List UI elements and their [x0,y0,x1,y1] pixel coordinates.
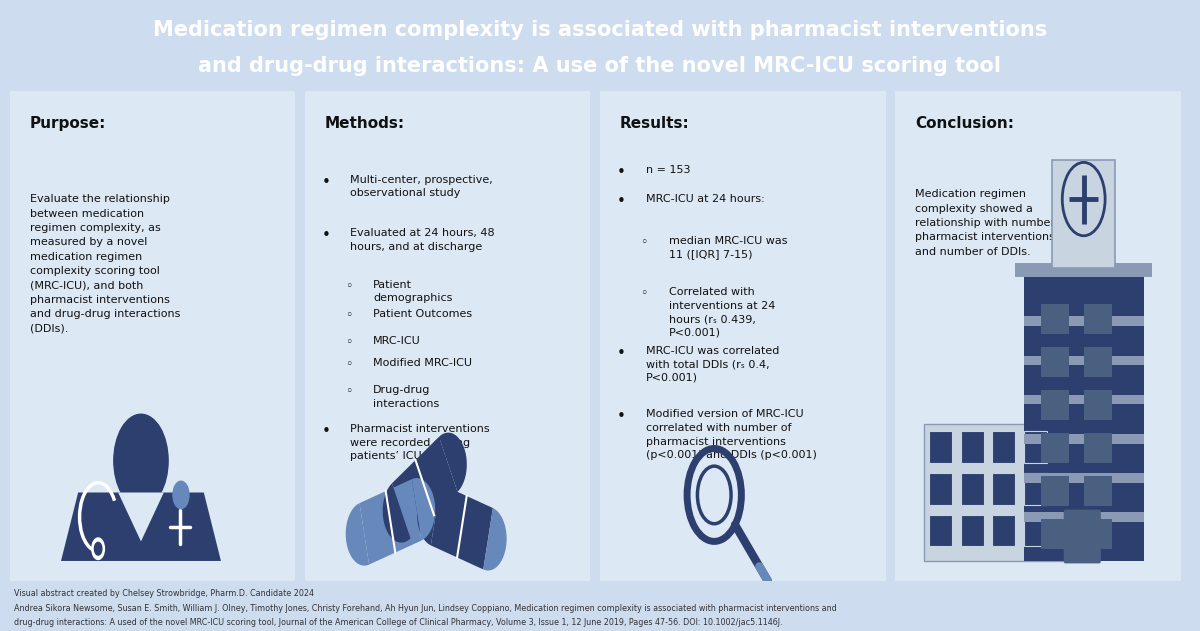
Polygon shape [383,483,410,543]
FancyBboxPatch shape [1084,391,1112,420]
FancyBboxPatch shape [930,473,953,505]
Circle shape [95,543,102,555]
Text: Pharmacist interventions
were recorded during
patients’ ICU stay: Pharmacist interventions were recorded d… [350,424,490,461]
FancyBboxPatch shape [1024,512,1144,522]
Text: Andrea Sikora Newsome, Susan E. Smith, William J. Olney, Timothy Jones, Christy : Andrea Sikora Newsome, Susan E. Smith, W… [14,603,838,613]
FancyBboxPatch shape [1040,304,1069,334]
Circle shape [92,538,104,560]
Text: •: • [617,194,626,209]
FancyBboxPatch shape [893,84,1183,588]
Text: and drug-drug interactions: A use of the novel MRC-ICU scoring tool: and drug-drug interactions: A use of the… [198,56,1002,76]
FancyBboxPatch shape [1052,160,1115,268]
FancyBboxPatch shape [992,432,1015,463]
FancyBboxPatch shape [930,432,953,463]
Text: MRC-ICU was correlated
with total DDIs (rₛ 0.4,
P<0.001): MRC-ICU was correlated with total DDIs (… [646,346,779,383]
Text: ◦: ◦ [344,358,352,371]
Text: Results:: Results: [620,116,690,131]
FancyBboxPatch shape [1024,268,1144,561]
Circle shape [1062,162,1105,236]
FancyBboxPatch shape [1040,519,1069,549]
FancyBboxPatch shape [1040,476,1069,505]
FancyBboxPatch shape [1024,395,1144,404]
FancyBboxPatch shape [1040,433,1069,463]
Text: ◦: ◦ [640,287,647,300]
FancyBboxPatch shape [1024,432,1046,463]
Text: ◦: ◦ [344,309,352,322]
Polygon shape [439,433,467,492]
Polygon shape [118,492,164,541]
Text: Modified version of MRC-ICU
correlated with number of
pharmacist interventions
(: Modified version of MRC-ICU correlated w… [646,410,816,460]
FancyBboxPatch shape [1024,514,1046,546]
FancyBboxPatch shape [1084,433,1112,463]
Polygon shape [392,437,457,538]
FancyBboxPatch shape [1024,316,1144,326]
Text: ◦: ◦ [344,280,352,293]
Text: •: • [322,228,331,244]
Text: Visual abstract created by Chelsey Strowbridge, Pharm.D. Candidate 2024: Visual abstract created by Chelsey Strow… [14,589,314,598]
FancyBboxPatch shape [924,424,1067,561]
FancyBboxPatch shape [1024,473,1046,505]
FancyBboxPatch shape [1084,347,1112,377]
FancyBboxPatch shape [1015,262,1152,278]
FancyBboxPatch shape [992,473,1015,505]
Text: MRC-ICU at 24 hours:: MRC-ICU at 24 hours: [646,194,764,204]
FancyBboxPatch shape [7,84,298,588]
FancyBboxPatch shape [961,432,984,463]
Text: Multi-center, prospective,
observational study: Multi-center, prospective, observational… [350,175,493,198]
Text: ◦: ◦ [344,336,352,349]
Text: Medication regimen
complexity showed a
relationship with number of
pharmacist in: Medication regimen complexity showed a r… [916,189,1069,257]
Text: n = 153: n = 153 [646,165,690,175]
Text: drug-drug interactions: A used of the novel MRC-ICU scoring tool, Journal of the: drug-drug interactions: A used of the no… [14,618,782,627]
FancyBboxPatch shape [1063,510,1100,563]
Text: •: • [322,424,331,439]
Text: Evaluated at 24 hours, 48
hours, and at discharge: Evaluated at 24 hours, 48 hours, and at … [350,228,496,252]
FancyBboxPatch shape [1084,304,1112,334]
Circle shape [114,415,168,507]
FancyBboxPatch shape [598,84,888,588]
Text: •: • [617,410,626,425]
Text: Conclusion:: Conclusion: [916,116,1014,131]
FancyBboxPatch shape [1084,476,1112,505]
FancyBboxPatch shape [1024,355,1144,365]
Polygon shape [418,483,440,545]
FancyBboxPatch shape [1040,391,1069,420]
Text: median MRC-ICU was
11 ([IQR] 7-15): median MRC-ICU was 11 ([IQR] 7-15) [668,236,787,259]
Text: ◦: ◦ [344,385,352,398]
FancyBboxPatch shape [992,514,1015,546]
Text: Correlated with
interventions at 24
hours (rₛ 0.439,
P<0.001): Correlated with interventions at 24 hour… [668,287,775,338]
Text: •: • [617,346,626,361]
FancyBboxPatch shape [1084,519,1112,549]
Text: Modified MRC-ICU: Modified MRC-ICU [373,358,473,368]
Text: Methods:: Methods: [325,116,404,131]
Text: Purpose:: Purpose: [30,116,106,131]
FancyBboxPatch shape [302,84,593,588]
Text: MRC-ICU: MRC-ICU [373,336,421,346]
Polygon shape [360,479,421,565]
Text: Patient
demographics: Patient demographics [373,280,452,304]
Text: Patient Outcomes: Patient Outcomes [373,309,473,319]
FancyBboxPatch shape [1024,434,1144,444]
Text: Drug-drug
interactions: Drug-drug interactions [373,385,439,408]
Text: Medication regimen complexity is associated with pharmacist interventions: Medication regimen complexity is associa… [152,20,1048,40]
Text: Evaluate the relationship
between medication
regimen complexity, as
measured by : Evaluate the relationship between medica… [30,194,180,334]
Text: ◦: ◦ [640,236,647,249]
FancyBboxPatch shape [930,514,953,546]
FancyBboxPatch shape [1040,347,1069,377]
Polygon shape [346,503,370,565]
FancyBboxPatch shape [961,473,984,505]
FancyBboxPatch shape [961,514,984,546]
Polygon shape [484,508,506,570]
Text: •: • [617,165,626,180]
Polygon shape [431,484,493,569]
Circle shape [173,481,188,509]
Polygon shape [412,478,436,541]
Text: •: • [322,175,331,190]
FancyBboxPatch shape [1024,473,1144,483]
Polygon shape [61,492,221,561]
